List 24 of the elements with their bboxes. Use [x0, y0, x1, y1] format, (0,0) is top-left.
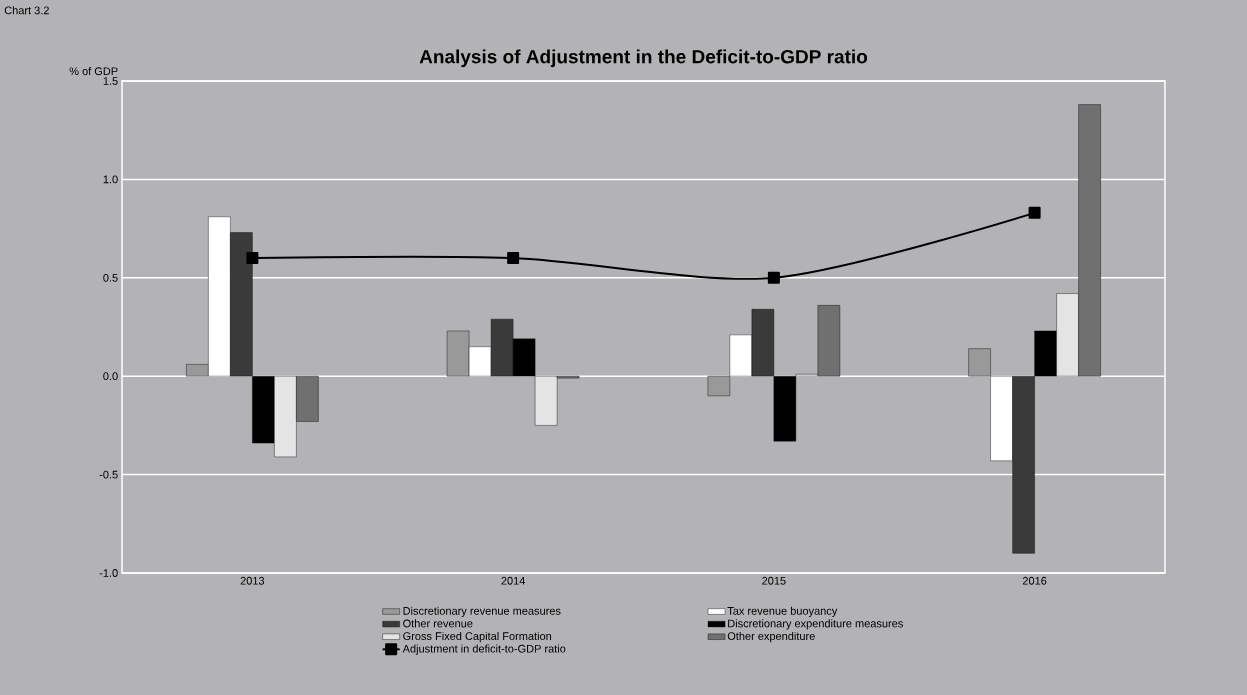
y-tick-label: 0.5 — [103, 273, 118, 282]
legend-label: Gross Fixed Capital Formation — [403, 631, 552, 643]
y-tick-label: 1.0 — [103, 175, 118, 184]
point — [767, 271, 780, 284]
x-tick-label: 2015 — [762, 576, 786, 585]
legend-label: Discretionary expenditure measures — [728, 619, 903, 630]
point — [1028, 206, 1041, 219]
y-tick-label: -1.0 — [99, 569, 118, 577]
legend-label: Other revenue — [403, 619, 473, 628]
y-tick-label: -0.5 — [99, 470, 118, 479]
point — [507, 252, 520, 265]
x-tick-label: 2014 — [501, 576, 526, 585]
legend-label: Other expenditure — [727, 631, 815, 643]
x-tick-label: 2013 — [240, 576, 265, 585]
legend-label: Discretionary revenue measures — [403, 606, 561, 617]
point — [246, 252, 259, 265]
chart-title: Analysis of Adjustment in the Deficit-to-GDP ratio — [419, 49, 868, 68]
caption: Chart 3.2 — [4, 6, 49, 15]
y-tick-label: 0.0 — [103, 372, 118, 381]
x-tick-label: 2016 — [1022, 576, 1047, 585]
legend-label: Tax revenue buoyancy — [727, 606, 838, 617]
y-tick-label: 1.5 — [103, 77, 118, 85]
y-axis-title: % of GDP — [69, 67, 118, 76]
legend-label: Adjustment in deficit-to-GDP ratio — [402, 644, 566, 655]
